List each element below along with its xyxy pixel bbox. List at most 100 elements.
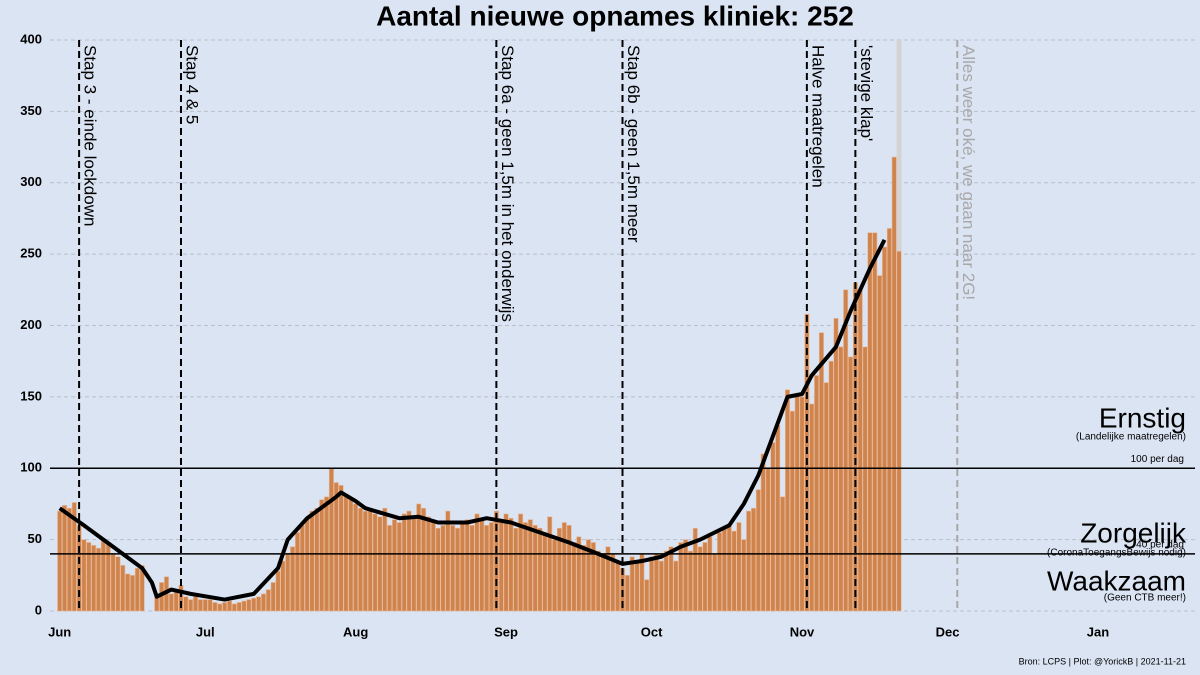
y-tick-label: 100 [20, 460, 42, 475]
bar [809, 403, 815, 612]
bar [566, 525, 572, 612]
bar [222, 602, 228, 612]
bar [571, 542, 577, 612]
bar [100, 539, 106, 612]
bar [629, 556, 635, 612]
bar [663, 550, 669, 612]
bar [765, 467, 771, 612]
bar [731, 530, 737, 612]
bar [644, 579, 650, 612]
y-tick-label: 350 [20, 103, 42, 118]
bar [416, 503, 422, 612]
bar [755, 489, 761, 612]
zone-sublabel: (CoronaToegangsBewijs nodig) [1047, 548, 1186, 559]
bar [867, 232, 873, 612]
bar [227, 600, 232, 612]
bar [474, 513, 480, 612]
bar [270, 582, 276, 612]
bar [251, 597, 257, 612]
bar [561, 522, 567, 612]
zone-label: Ernstig [1099, 402, 1186, 433]
y-tick-label: 300 [20, 174, 42, 189]
bar [600, 556, 606, 612]
moving-average-line [58, 238, 887, 602]
bar [814, 375, 820, 612]
y-tick-label: 0 [35, 602, 42, 617]
zone-sublabel: (Geen CTB meer!) [1104, 593, 1186, 604]
x-tick-label: Aug [343, 624, 368, 639]
bar [391, 519, 397, 612]
y-tick-label: 200 [20, 317, 42, 332]
bar [537, 527, 543, 612]
bar [556, 527, 562, 612]
bar [260, 593, 266, 612]
bar [595, 550, 601, 612]
bar [503, 513, 509, 612]
bar [697, 546, 703, 612]
x-tick-label: Oct [641, 624, 663, 639]
bar [498, 522, 504, 612]
x-tick-label: Jun [48, 624, 71, 639]
bar [139, 565, 145, 612]
bar [775, 425, 781, 612]
bar [81, 539, 87, 612]
bar [358, 507, 363, 612]
bar [71, 502, 77, 612]
bar [275, 570, 281, 612]
bar [649, 556, 655, 612]
bar [387, 525, 393, 612]
threshold-label: 100 per dag [1131, 454, 1184, 465]
bar [784, 389, 790, 612]
bar [484, 525, 490, 612]
bar [634, 562, 640, 612]
bar [857, 289, 863, 612]
y-tick-label: 250 [20, 246, 42, 261]
bar [197, 599, 203, 612]
bar [285, 553, 291, 612]
bar [406, 510, 412, 612]
x-tick-label: Dec [936, 624, 960, 639]
bar [62, 505, 68, 612]
bar [183, 596, 189, 612]
bar [624, 575, 630, 612]
bar [833, 318, 839, 612]
bar [877, 275, 883, 612]
bar [518, 513, 524, 612]
bar [658, 560, 664, 612]
bar [91, 545, 97, 612]
bar [605, 546, 611, 612]
bar [445, 510, 451, 612]
bar [382, 507, 388, 612]
bar [862, 346, 868, 612]
bar [678, 542, 684, 612]
bar [154, 596, 160, 612]
bar [692, 527, 698, 612]
bar [280, 560, 286, 612]
y-tick-label: 400 [20, 31, 42, 46]
bar [304, 517, 310, 612]
x-tick-label: Sep [494, 624, 518, 639]
bar [246, 599, 252, 612]
bar [309, 510, 315, 612]
bar [789, 410, 795, 612]
bar [687, 550, 693, 612]
event-label: Stap 4 & 5 [183, 45, 202, 124]
bar [86, 542, 92, 612]
threshold-label: 40 per dag [1136, 540, 1184, 551]
bar [469, 525, 475, 612]
bar [891, 156, 897, 612]
y-tick-label: 50 [28, 531, 42, 546]
bar [683, 539, 689, 612]
bar [799, 396, 805, 612]
bar [231, 603, 237, 612]
x-tick-label: Jul [196, 624, 215, 639]
zone-sublabel: (Landelijke maatregelen) [1076, 432, 1186, 443]
bar [581, 545, 587, 612]
bar [125, 573, 131, 612]
bar [508, 517, 514, 612]
bar [319, 499, 325, 612]
bar [547, 516, 553, 612]
zone-label: Waakzaam [1047, 565, 1186, 596]
bar [576, 536, 582, 612]
bar [455, 527, 461, 612]
